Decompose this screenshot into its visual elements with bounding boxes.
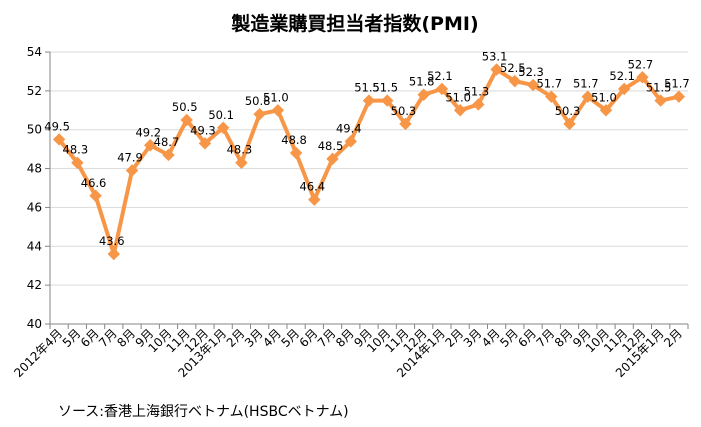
data-label: 51.5 <box>354 81 380 95</box>
data-point <box>545 90 558 103</box>
data-label: 51.8 <box>409 75 435 89</box>
data-label: 51.7 <box>664 77 690 91</box>
data-point <box>162 148 175 162</box>
data-label: 51.7 <box>573 77 599 91</box>
x-axis: 2012年4月5月6月7月8月9月10月11月12月2013年1月2月3月4月5… <box>11 323 689 380</box>
data-label: 51.5 <box>372 81 398 95</box>
data-label: 52.1 <box>609 69 635 83</box>
y-tick-label: 52 <box>27 84 42 98</box>
data-point <box>472 98 485 111</box>
data-label: 48.3 <box>63 143 89 157</box>
data-label: 50.5 <box>172 100 198 114</box>
data-label: 50.3 <box>555 104 581 118</box>
data-label: 48.8 <box>281 133 307 147</box>
data-point <box>326 152 339 166</box>
data-point <box>399 117 412 131</box>
data-label: 50.3 <box>391 104 417 118</box>
data-point <box>308 193 321 206</box>
data-label: 53.1 <box>482 49 508 63</box>
data-label: 51.3 <box>464 84 490 98</box>
data-label: 52.1 <box>427 69 453 83</box>
data-point <box>253 107 266 121</box>
y-tick-label: 46 <box>27 200 42 214</box>
data-point <box>490 63 503 76</box>
data-label: 52.7 <box>628 57 654 71</box>
data-point <box>672 90 686 103</box>
data-label: 48.7 <box>154 135 180 149</box>
chart-title: 製造業購買担当者指数(PMI) <box>230 12 478 35</box>
data-label: 49.4 <box>336 121 362 135</box>
y-tick-label: 44 <box>27 239 42 253</box>
data-label: 48.3 <box>227 143 253 157</box>
data-label: 52.3 <box>518 65 544 79</box>
data-label: 48.5 <box>318 139 344 153</box>
data-point <box>144 139 157 152</box>
data-label: 50.8 <box>245 94 271 108</box>
data-point <box>89 189 102 202</box>
data-label: 51.7 <box>536 77 562 91</box>
data-label: 51.0 <box>591 90 617 104</box>
data-point <box>617 82 631 96</box>
gridlines <box>50 51 688 286</box>
x-tick-label: 2012年4月 <box>11 326 65 380</box>
data-label: 46.6 <box>81 176 107 190</box>
data-point <box>71 156 84 169</box>
data-point <box>417 88 430 101</box>
data-label: 51.0 <box>263 90 289 104</box>
data-point <box>125 164 139 177</box>
data-point <box>107 247 121 261</box>
data-point <box>435 82 449 96</box>
data-point <box>381 94 394 107</box>
data-point <box>362 94 376 107</box>
data-point <box>235 156 248 169</box>
data-point <box>563 117 576 131</box>
source-note: ソース:香港上海銀行ベトナム(HSBCベトナム) <box>58 404 349 420</box>
x-tick-label: 2月 <box>661 326 685 350</box>
data-point <box>289 146 303 160</box>
data-point <box>581 90 594 103</box>
data-point <box>508 74 522 88</box>
data-point <box>180 113 193 127</box>
y-tick-label: 54 <box>27 45 42 59</box>
y-tick-label: 42 <box>27 278 42 292</box>
pmi-series <box>52 63 686 261</box>
data-label: 51.5 <box>646 81 672 95</box>
data-label: 50.1 <box>208 108 234 122</box>
y-tick-label: 48 <box>27 162 42 176</box>
data-point <box>271 104 285 117</box>
data-point <box>52 133 66 146</box>
data-point <box>636 71 649 84</box>
data-point <box>599 104 613 117</box>
y-tick-label: 40 <box>27 317 42 331</box>
data-label: 49.3 <box>190 123 216 137</box>
data-point <box>216 121 230 134</box>
y-axis: 40 42 44 46 48 50 52 54 <box>27 45 51 331</box>
data-label: 43.6 <box>99 234 125 248</box>
y-tick-label: 50 <box>27 123 42 137</box>
data-labels: 49.5 48.3 46.6 43.6 47.9 49.248.7 50.5 49.350.1… <box>44 49 689 248</box>
data-label: 46.4 <box>300 180 326 194</box>
data-label: 47.9 <box>117 151 143 165</box>
data-point <box>453 104 467 117</box>
data-label: 49.2 <box>135 125 161 139</box>
data-point <box>654 94 667 107</box>
data-point <box>198 137 212 150</box>
data-label: 49.5 <box>44 119 70 133</box>
data-point <box>344 135 357 148</box>
data-label: 52.5 <box>500 61 526 75</box>
data-label: 51.0 <box>445 90 471 104</box>
data-point <box>526 78 540 92</box>
